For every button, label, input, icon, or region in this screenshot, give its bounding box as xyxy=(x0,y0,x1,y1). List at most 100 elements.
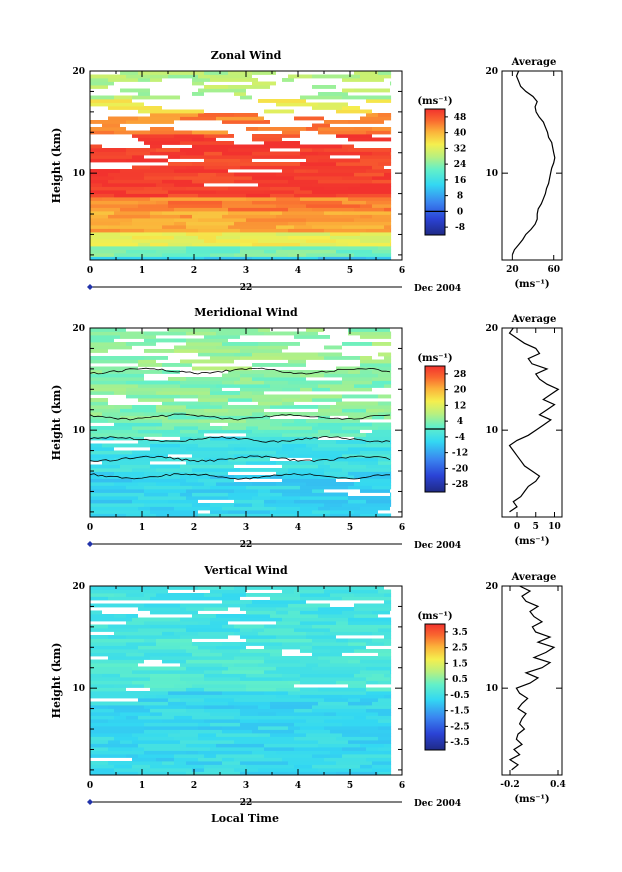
heatmap-cell xyxy=(156,642,192,646)
heatmap-cell xyxy=(138,440,192,444)
heatmap-cell xyxy=(318,92,348,96)
heatmap-cell xyxy=(222,761,240,765)
heatmap-cell xyxy=(282,169,294,173)
heatmap-cell xyxy=(198,736,252,741)
heatmap-cell xyxy=(126,190,168,194)
heatmap-cell xyxy=(246,586,294,590)
heatmap-cell xyxy=(348,148,390,152)
heatmap-cell xyxy=(90,614,114,618)
zero-contour xyxy=(89,455,391,463)
heatmap-cell xyxy=(354,607,392,611)
heatmap-cell xyxy=(294,722,342,727)
heatmap-cell xyxy=(384,635,392,639)
heatmap-cell xyxy=(90,489,144,493)
heatmap-cell xyxy=(282,78,294,82)
heatmap-cell xyxy=(300,593,330,597)
heatmap-cell xyxy=(252,503,264,507)
colorbar-tick-label: -20 xyxy=(452,464,468,474)
heatmap-cell xyxy=(204,71,228,75)
heatmap-cell xyxy=(372,370,392,374)
heatmap-cell xyxy=(180,492,192,497)
heatmap-cell xyxy=(174,426,198,430)
heatmap-cell xyxy=(120,740,132,744)
heatmap-cell xyxy=(102,183,156,187)
heatmap-cell xyxy=(180,617,210,622)
heatmap-cell xyxy=(378,736,392,741)
heatmap-cell xyxy=(204,158,240,163)
heatmap-cell xyxy=(312,85,336,89)
heatmap-cell xyxy=(90,211,114,215)
heatmap-cell xyxy=(234,503,252,507)
heatmap-cell xyxy=(126,380,180,385)
heatmap-cell xyxy=(378,246,392,250)
heatmap-cell xyxy=(210,176,252,180)
heatmap-cell xyxy=(114,736,138,741)
heatmap-cell xyxy=(360,656,392,660)
heatmap-cell xyxy=(240,377,252,381)
heatmap-cell xyxy=(114,631,162,636)
heatmap-cell xyxy=(378,71,392,75)
heatmap-cell xyxy=(228,370,270,374)
heatmap-cell xyxy=(324,468,342,472)
heatmap-cell xyxy=(180,148,228,152)
heatmap-cell xyxy=(234,631,258,636)
heatmap-cell xyxy=(90,200,138,205)
heatmap-cell xyxy=(228,71,252,75)
heatmap-cell xyxy=(282,422,318,427)
heatmap-cell xyxy=(132,450,186,455)
heatmap-cell xyxy=(252,137,282,142)
heatmap-cell xyxy=(108,78,138,82)
heatmap-cell xyxy=(198,656,234,660)
x-tick-label: 2 xyxy=(191,781,197,791)
heatmap-cell xyxy=(180,155,210,159)
heatmap-cell xyxy=(378,747,392,751)
heatmap-cell xyxy=(150,464,180,469)
heatmap-cell xyxy=(186,496,228,500)
heatmap-cell xyxy=(168,415,216,420)
heatmap-cell xyxy=(90,610,102,615)
x-tick-label: 5 xyxy=(347,523,353,533)
heatmap-cell xyxy=(90,596,108,601)
heatmap-cell xyxy=(168,499,198,504)
heatmap-cell xyxy=(168,670,204,674)
heatmap-cell xyxy=(180,443,198,448)
heatmap-cell xyxy=(210,621,228,625)
heatmap-cell xyxy=(348,698,360,702)
heatmap-cell xyxy=(342,596,392,601)
heatmap-cell xyxy=(288,228,324,233)
heatmap-cell xyxy=(90,450,132,455)
heatmap-cell xyxy=(90,761,108,765)
heatmap-cell xyxy=(384,593,392,597)
heatmap-cell xyxy=(300,186,324,191)
heatmap-cell xyxy=(372,485,392,490)
heatmap-cell xyxy=(276,621,300,625)
heatmap-cell xyxy=(228,408,264,413)
colorbar-tick-label: -0.5 xyxy=(450,691,469,701)
heatmap-cell xyxy=(336,366,360,371)
heatmap-cell xyxy=(90,443,102,448)
heatmap-cell xyxy=(222,342,258,346)
heatmap-cell xyxy=(282,443,306,448)
heatmap-cell xyxy=(318,165,372,170)
heatmap-cell xyxy=(324,120,348,124)
heatmap-cell xyxy=(90,345,132,350)
heatmap-cell xyxy=(246,193,270,198)
heatmap-cell xyxy=(90,750,144,755)
heatmap-cell xyxy=(306,169,318,173)
heatmap-cell xyxy=(210,401,228,406)
heatmap-cell xyxy=(228,496,252,500)
heatmap-cell xyxy=(348,617,392,622)
heatmap-cell xyxy=(192,144,246,149)
heatmap-cell xyxy=(246,447,282,451)
heatmap-cell xyxy=(348,193,392,198)
heatmap-field xyxy=(90,328,392,518)
heatmap-cell xyxy=(240,649,282,653)
heatmap-cell xyxy=(90,475,102,479)
heatmap-cell xyxy=(264,373,300,378)
heatmap-cell xyxy=(264,190,294,194)
heatmap-cell xyxy=(270,422,282,427)
heatmap-cell xyxy=(234,715,276,720)
heatmap-cell xyxy=(108,454,156,458)
heatmap-cell xyxy=(390,148,392,152)
heatmap-cell xyxy=(264,249,276,254)
